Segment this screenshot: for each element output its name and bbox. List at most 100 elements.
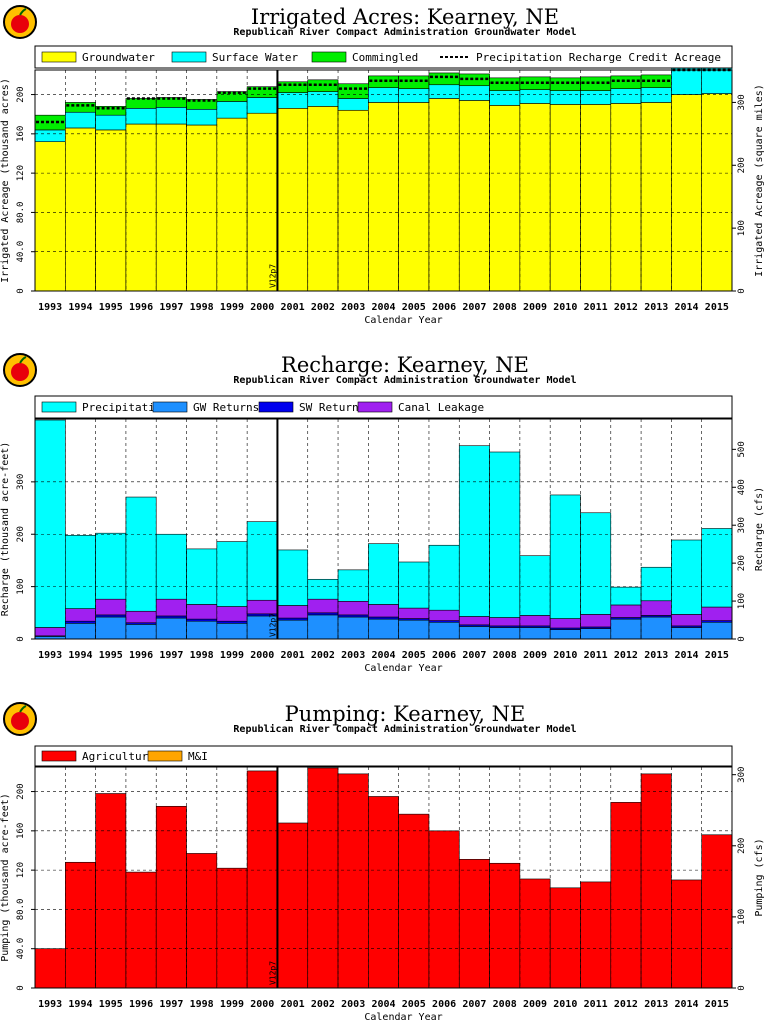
bar-segment (549, 887, 581, 989)
legend-swatch (357, 401, 393, 413)
x-tick-label: 2014 (674, 650, 698, 661)
y2-tick-label: 100 (737, 593, 747, 609)
bar-segment (398, 619, 430, 640)
bar-segment (701, 93, 733, 292)
bar-segment (519, 89, 551, 104)
legend-label: M&I (188, 750, 208, 763)
bar-segment (337, 600, 369, 616)
bar-segment (519, 103, 551, 292)
bar-segment (640, 600, 672, 616)
bar-segment (186, 108, 218, 126)
x-tick-label: 2003 (341, 999, 365, 1010)
legend-swatch (41, 401, 77, 413)
bar-segment (155, 615, 187, 619)
y-tick-label: 120 (16, 862, 26, 878)
bar-segment (307, 79, 339, 92)
x-tick-label: 2005 (402, 650, 426, 661)
bar-segment (65, 861, 96, 989)
bar-segment (216, 620, 248, 624)
bar-segment (246, 112, 278, 292)
bar-segment (337, 98, 369, 111)
y2-tick-label: 200 (737, 838, 747, 854)
bar-segment (428, 98, 460, 292)
x-tick-label: 2013 (644, 999, 668, 1010)
x-tick-label: 2009 (523, 650, 547, 661)
bar-segment (489, 90, 521, 106)
bar-segment (519, 878, 551, 989)
logo-apple (11, 15, 29, 33)
bar-segment (640, 566, 672, 602)
legend-label: Commingled (352, 51, 418, 64)
x-tick-label: 2003 (341, 302, 365, 313)
x-tick-label: 2008 (493, 650, 517, 661)
bar-segment (368, 796, 399, 989)
bar-segment (277, 822, 309, 989)
x-tick-label: 2010 (553, 650, 577, 661)
bar-segment (489, 617, 521, 627)
y-tick-label: 160 (16, 126, 26, 142)
legend-swatch (171, 51, 207, 63)
bar-segment (671, 539, 702, 615)
bar-segment (216, 867, 248, 989)
x-tick-label: 2015 (705, 650, 729, 661)
legend-swatch (152, 401, 188, 413)
bar-segment (368, 616, 399, 620)
bar-segment (580, 628, 612, 640)
x-tick-label: 1998 (190, 650, 214, 661)
bar-segment (95, 532, 127, 600)
chart-subtitle: Republican River Compact Administration … (233, 723, 576, 735)
bar-segment (640, 616, 672, 640)
bar-segment (640, 74, 672, 88)
bar-segment (65, 534, 96, 609)
bar-segment (458, 85, 490, 101)
y2-tick-label: 100 (737, 220, 747, 236)
y-tick-label: 0 (16, 636, 26, 641)
legend-swatch (41, 750, 77, 762)
bar-segment (155, 123, 187, 292)
bar-segment (398, 561, 430, 609)
bar-segment (489, 77, 521, 91)
x-tick-label: 2007 (462, 302, 486, 313)
legend-label: SW Returns (299, 401, 365, 414)
chart-title: Recharge: Kearney, NE (281, 353, 529, 377)
bar-segment (277, 81, 309, 93)
bar-segment (95, 616, 127, 640)
x-axis-label: Calendar Year (364, 315, 442, 326)
x-tick-label: 1993 (38, 650, 62, 661)
y-tick-label: 0 (16, 985, 26, 990)
bar-segment (125, 123, 157, 292)
bar-segment (186, 853, 218, 989)
y2-tick-label: 300 (737, 767, 747, 783)
x-tick-label: 2008 (493, 999, 517, 1010)
x-tick-label: 2005 (402, 999, 426, 1010)
bar-segment (125, 871, 157, 989)
bar-segment (155, 598, 187, 617)
bar-segment (65, 608, 96, 622)
bar-segment (428, 621, 460, 640)
x-tick-label: 1997 (159, 302, 183, 313)
bar-segment (277, 108, 309, 292)
bar-segment (95, 598, 127, 616)
bar-segment (95, 114, 127, 131)
bar-segment (458, 100, 490, 292)
apple-logo-icon (3, 702, 37, 736)
y2-tick-label: 200 (737, 157, 747, 173)
bar-segment (216, 606, 248, 622)
x-tick-label: 2004 (371, 302, 395, 313)
bar-segment (34, 627, 66, 637)
logo-leaf (19, 8, 27, 16)
x-tick-label: 1995 (99, 999, 123, 1010)
bar-segment (580, 614, 612, 628)
y-tick-label: 80.0 (16, 899, 26, 921)
bar-segment (368, 102, 399, 292)
chart-subtitle: Republican River Compact Administration … (233, 26, 576, 38)
gridlines (35, 767, 732, 988)
bar-segment (155, 533, 187, 600)
bar-segment (337, 109, 369, 292)
bar-segment (307, 767, 339, 989)
bar-segment (671, 94, 702, 292)
y-tick-label: 200 (16, 783, 26, 799)
bar-segment (580, 90, 612, 105)
